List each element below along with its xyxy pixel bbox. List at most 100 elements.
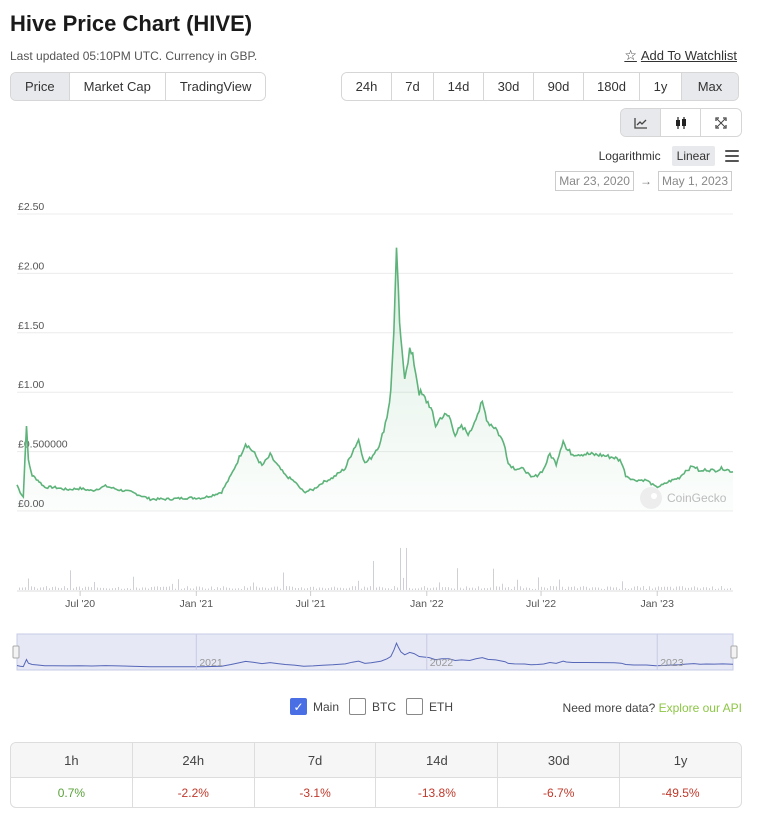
volume-bar (304, 588, 305, 590)
volume-bar (508, 587, 509, 590)
tab-market-cap[interactable]: Market Cap (69, 73, 166, 100)
menu-icon[interactable] (725, 150, 739, 162)
checkbox-checked-icon[interactable]: ✓ (290, 698, 307, 715)
range-30d-button[interactable]: 30d (484, 73, 534, 100)
x-tick-label: Jul '22 (526, 598, 556, 610)
chart-tab-group: Price Market Cap TradingView (10, 72, 267, 101)
volume-bar (532, 588, 533, 590)
volume-bar (667, 586, 668, 590)
time-range-group: 24h 7d 14d 30d 90d 180d 1y Max (341, 72, 739, 101)
logarithmic-option[interactable]: Logarithmic (598, 149, 661, 163)
volume-bar (496, 586, 497, 590)
x-tick-label: Jul '20 (65, 598, 95, 610)
volume-bar (289, 586, 290, 590)
volume-bar (700, 588, 701, 590)
legend-btc-label: BTC (372, 699, 397, 714)
volume-bar (433, 587, 434, 590)
range-90d-button[interactable]: 90d (534, 73, 584, 100)
volume-bar (130, 588, 131, 590)
date-to-input[interactable]: May 1, 2023 (657, 171, 732, 191)
volume-bar (94, 581, 95, 590)
volume-bar (679, 586, 680, 590)
volume-bar (427, 587, 428, 590)
volume-bar (595, 587, 596, 590)
volume-bar (307, 588, 308, 590)
navigator-right-handle[interactable] (730, 645, 738, 659)
checkbox-icon[interactable] (406, 698, 424, 715)
volume-bar (415, 588, 416, 590)
volume-bar (544, 587, 545, 590)
change-value: 0.7% (57, 785, 86, 800)
checkbox-icon[interactable] (349, 698, 367, 715)
date-from-input[interactable]: Mar 23, 2020 (555, 171, 634, 191)
linear-option[interactable]: Linear (671, 146, 715, 166)
range-7d-button[interactable]: 7d (392, 73, 434, 100)
legend-main[interactable]: ✓ Main (290, 698, 339, 715)
volume-bar (25, 587, 26, 590)
volume-bar (580, 586, 581, 590)
range-180d-button[interactable]: 180d (584, 73, 640, 100)
volume-bar (367, 587, 368, 590)
volume-bar (622, 581, 623, 590)
volume-bar (253, 582, 254, 590)
change-value: -3.1% (299, 785, 331, 800)
volume-bar (85, 586, 86, 590)
volume-bar (268, 588, 269, 590)
volume-bar (451, 588, 452, 590)
volume-bar (511, 588, 512, 590)
date-range-picker: Mar 23, 2020 → May 1, 2023 (555, 171, 732, 191)
range-navigator[interactable]: 2021 2022 2023 (12, 633, 738, 671)
fullscreen-button[interactable] (701, 109, 741, 136)
candlestick-chart-button[interactable] (661, 109, 701, 136)
volume-bar (535, 588, 536, 590)
volume-bar (481, 588, 482, 590)
change-value: -13.8% (417, 785, 456, 800)
volume-bar (82, 588, 83, 590)
volume-bar (529, 587, 530, 590)
volume-bar (295, 587, 296, 590)
y-tick-label: £1.50 (18, 320, 44, 332)
volume-bar (55, 586, 56, 590)
volume-bar (214, 588, 215, 590)
volume-bar (34, 586, 35, 590)
legend-eth[interactable]: ETH (406, 698, 453, 715)
volume-bar (196, 586, 197, 590)
volume-bar (139, 588, 140, 590)
change-col-30d: 30d -6.7% (498, 743, 621, 807)
change-period: 30d (498, 743, 620, 778)
volume-bar (163, 586, 164, 590)
tab-tradingview[interactable]: TradingView (165, 73, 266, 100)
volume-bar (379, 586, 380, 590)
line-chart-button[interactable] (621, 109, 661, 136)
coingecko-watermark: CoinGecko (640, 487, 727, 509)
range-max-button[interactable]: Max (682, 73, 738, 100)
volume-bar (505, 587, 506, 590)
range-1y-button[interactable]: 1y (640, 73, 682, 100)
add-to-watchlist-link[interactable]: ☆ Add To Watchlist (624, 47, 737, 64)
volume-bar (247, 587, 248, 590)
tab-price[interactable]: Price (11, 73, 70, 100)
volume-bar (301, 587, 302, 590)
volume-bar (556, 586, 557, 590)
range-24h-button[interactable]: 24h (342, 73, 392, 100)
volume-bar (220, 588, 221, 590)
volume-bar (571, 586, 572, 590)
range-14d-button[interactable]: 14d (434, 73, 484, 100)
explore-api-link[interactable]: Explore our API (658, 701, 742, 715)
volume-bar (334, 586, 335, 590)
volume-bar (160, 587, 161, 590)
volume-bar (61, 588, 62, 590)
volume-bar (316, 588, 317, 590)
volume-bar (406, 547, 407, 590)
volume-bar (43, 587, 44, 590)
legend-btc[interactable]: BTC (349, 698, 396, 715)
volume-bar (223, 586, 224, 590)
volume-bar (616, 587, 617, 590)
volume-bar (310, 586, 311, 590)
price-chart[interactable]: £0.00£0.500000£1.00£1.50£2.00£2.50 Jul '… (0, 200, 757, 680)
volume-bar (463, 588, 464, 590)
volume-bar (400, 547, 401, 590)
navigator-left-handle[interactable] (12, 645, 20, 659)
volume-bar (298, 587, 299, 590)
volume-bar (283, 572, 284, 590)
